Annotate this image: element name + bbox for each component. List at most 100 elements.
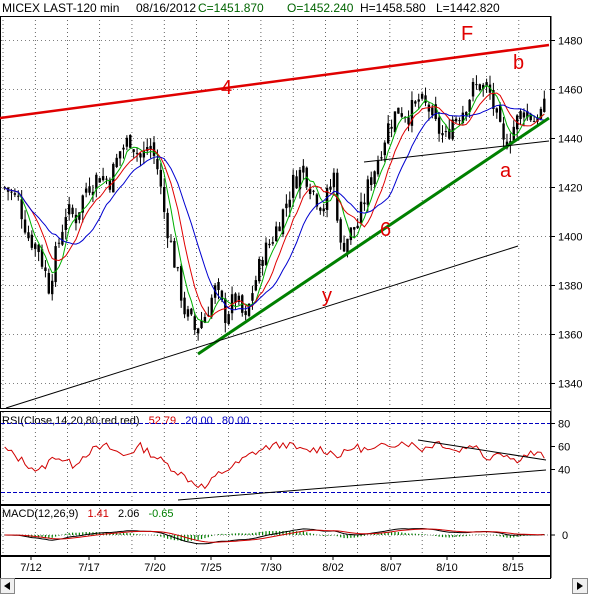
price-bar — [424, 87, 427, 107]
scroll-right-button[interactable] — [572, 578, 588, 594]
price-bar — [129, 134, 132, 149]
annotation-6: 6 — [380, 219, 391, 241]
price-bar — [149, 138, 152, 159]
price-bar — [434, 96, 437, 122]
price-bar — [81, 194, 84, 223]
trendline-support-black — [5, 245, 519, 409]
arrow-right-icon — [577, 582, 583, 590]
price-bar — [13, 188, 17, 198]
price-bar — [370, 171, 373, 191]
price-bar — [482, 82, 485, 97]
price-bar — [61, 224, 64, 246]
svg-text:RSI(Close,14,20,80,red,red): RSI(Close,14,20,80,red,red) 52.79 20.00 … — [2, 415, 249, 427]
price-bar — [414, 100, 417, 107]
price-bar — [407, 110, 410, 132]
price-bar — [478, 83, 482, 92]
price-bar — [397, 107, 400, 114]
price-bar — [380, 151, 383, 161]
macd-signal-line — [4, 528, 545, 543]
rsi-y-tick-label: 60 — [558, 442, 570, 454]
price-bar — [410, 91, 414, 133]
x-tick-label: 8/10 — [436, 562, 457, 574]
price-bar — [261, 256, 264, 276]
close-label: C=1451.870 — [198, 1, 264, 15]
price-bar — [23, 210, 27, 235]
price-bar — [118, 151, 122, 166]
price-bar — [376, 155, 380, 177]
macd-legend-hist: -0.65 — [148, 508, 173, 520]
price-bar — [359, 192, 363, 226]
price-bar — [539, 106, 543, 121]
price-bar — [356, 218, 359, 229]
trendline-6-green — [197, 116, 550, 356]
price-bar — [278, 222, 281, 232]
price-bar — [30, 230, 34, 251]
price-bar — [342, 235, 346, 253]
price-bar — [98, 177, 101, 183]
rsi-y-tick-label: 80 — [558, 419, 570, 431]
price-bar — [454, 116, 458, 124]
price-bar — [88, 177, 91, 196]
price-bar — [302, 159, 305, 180]
price-bar — [105, 175, 108, 185]
price-bar — [122, 144, 125, 159]
price-bar — [308, 183, 312, 200]
symbol-label: MICEX LAST-120 min — [2, 1, 120, 15]
annotation-b: b — [513, 52, 524, 74]
scroll-left-button[interactable] — [0, 578, 15, 594]
price-bar — [281, 208, 285, 238]
price-bar — [173, 237, 176, 268]
annotation-y: y — [322, 285, 332, 307]
price-bar — [390, 119, 393, 138]
date-label: 08/16/2012 — [136, 1, 197, 15]
price-y-tick-label: 1400 — [558, 232, 582, 244]
price-bar — [274, 221, 278, 242]
price-bar — [492, 82, 495, 116]
price-bar — [319, 206, 322, 215]
price-bar — [203, 313, 207, 324]
price-bar — [315, 192, 319, 210]
price-bar — [441, 125, 444, 143]
price-bar — [393, 111, 397, 135]
x-tick-label: 7/20 — [144, 562, 165, 574]
price-bar — [268, 239, 271, 249]
chart-header: MICEX LAST-120 min 08/16/2012 C=1451.870… — [2, 1, 552, 15]
price-bar — [163, 178, 166, 220]
price-y-tick-label: 1480 — [558, 36, 582, 48]
x-tick-label: 8/02 — [322, 562, 343, 574]
price-bar — [176, 266, 179, 272]
price-bar — [71, 204, 74, 218]
price-bar — [437, 112, 441, 142]
price-bar — [169, 234, 173, 243]
price-bar — [468, 99, 471, 118]
annotation-F: F — [461, 23, 473, 45]
price-bar — [57, 238, 61, 248]
price-bar — [417, 93, 420, 110]
rsi-y-tick-label: 40 — [558, 465, 570, 477]
price-bar — [471, 78, 475, 102]
price-bar — [241, 294, 244, 317]
price-bar — [193, 312, 196, 335]
x-tick-label: 8/07 — [380, 562, 401, 574]
price-bar — [386, 115, 390, 145]
macd-y-tick-label: 0 — [562, 530, 568, 542]
ma-slow-line — [4, 104, 545, 311]
price-bar — [190, 307, 193, 316]
rsi-legend-value: 52.79 — [149, 415, 177, 427]
price-bar — [67, 196, 71, 221]
rsi-resistance-trendline — [417, 439, 547, 461]
price-bar — [512, 120, 515, 142]
trendline-neckline-black — [363, 140, 550, 163]
price-bar — [451, 115, 454, 141]
price-bar — [166, 208, 169, 248]
annotation-4: 4 — [221, 77, 232, 99]
price-bar — [179, 263, 183, 308]
price-bar — [285, 194, 288, 217]
price-bar — [325, 184, 329, 218]
annotation-a: a — [500, 160, 512, 182]
price-bar — [312, 189, 315, 196]
price-bar — [366, 175, 370, 213]
price-bar — [27, 225, 30, 242]
rsi-line — [4, 441, 545, 490]
